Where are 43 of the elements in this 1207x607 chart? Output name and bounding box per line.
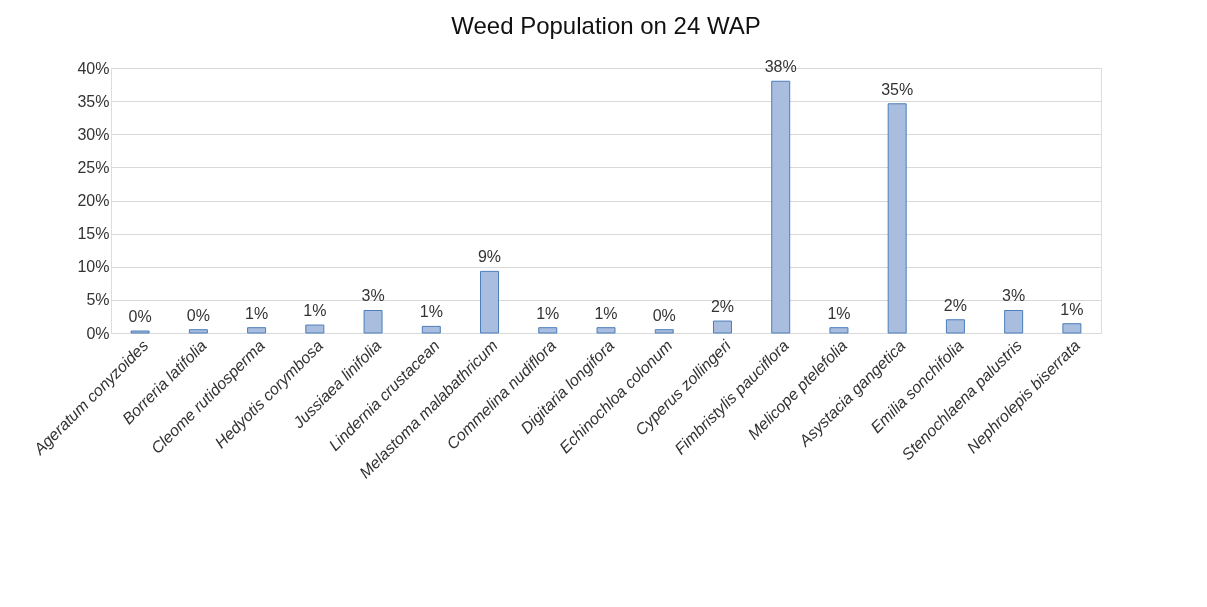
data-label: 35% [881,80,914,98]
data-label: 1% [303,302,327,320]
bar [654,329,674,334]
y-tick-label: 25% [77,158,110,176]
y-tick-label: 20% [77,192,110,209]
bar [829,327,849,334]
bar [480,270,500,334]
y-tick-label: 40% [77,59,110,77]
bar [945,319,965,334]
data-label: 1% [594,304,618,322]
data-label: 3% [1002,287,1026,305]
chart-title: Weed Population on 24 WAP [451,12,761,40]
data-label: 0% [186,306,210,324]
data-label: 1% [245,304,269,322]
data-label: 38% [764,58,797,76]
bar [247,327,267,334]
bar [771,80,791,334]
data-label: 0% [652,306,676,324]
bar [188,329,208,334]
data-label: 1% [536,304,560,322]
data-label: 3% [361,287,385,305]
bar [538,327,558,334]
bar [305,324,325,334]
y-tick-label: 30% [77,125,110,143]
y-tick-label: 10% [77,258,110,276]
y-tick-label: 0% [86,324,110,342]
bar [421,325,441,334]
data-label: 1% [827,304,851,322]
data-label: 1% [1060,300,1084,318]
y-tick-label: 35% [77,92,110,110]
y-tick-label: 15% [77,225,110,243]
bar [887,103,907,334]
bar [712,320,732,334]
bar [596,327,616,334]
y-tick-label: 5% [86,291,110,309]
data-label: 2% [943,296,967,314]
data-label: 1% [419,303,443,321]
bar [363,309,383,334]
data-label: 0% [128,308,152,326]
bar [1062,323,1082,334]
data-label: 9% [477,248,502,266]
bar [1004,309,1024,334]
data-label: 2% [710,298,735,316]
